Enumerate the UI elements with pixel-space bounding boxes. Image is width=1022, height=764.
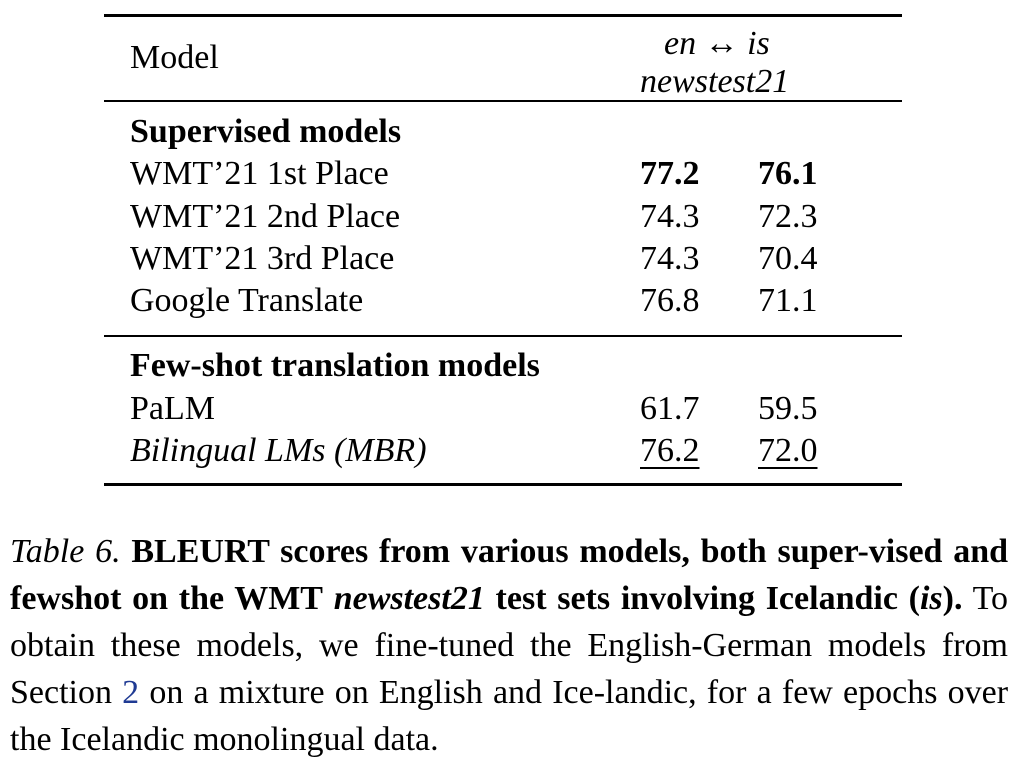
caption-text-1: To obtain these models, we fine-tuned th… [10,580,1008,711]
row-value-1: 76.2 [640,432,700,469]
row-model: WMT’21 1st Place [130,155,389,192]
caption-bold-italic-1: newstest21 [333,580,485,617]
row-value-1: 76.8 [640,282,700,319]
group-title-supervised: Supervised models [130,113,402,150]
row-value-1: 61.7 [640,390,700,427]
header-model: Model [130,39,219,76]
top-rule [104,14,902,17]
row-value-2: 59.5 [758,390,818,427]
group-title-few-shot: Few-shot translation models [130,347,540,384]
row-value-1: 74.3 [640,198,700,235]
row-model: Google Translate [130,282,364,319]
row-value-2: 70.4 [758,240,818,277]
row-model: Bilingual LMs (MBR) [130,432,427,469]
row-model: WMT’21 2nd Place [130,198,401,235]
row-model: PaLM [130,390,215,427]
caption-bold-1: BLEURT scores from various models, both … [10,533,1009,617]
row-value-2: 72.0 [758,432,818,469]
row-value-1: 77.2 [640,155,700,192]
row-value-2: 72.3 [758,198,818,235]
row-value-2: 76.1 [758,155,818,192]
header-lang-pair: en ↔ is [664,25,770,62]
row-model: WMT’21 3rd Place [130,240,395,277]
caption-bold-italic-2: is [919,580,943,617]
caption-label: Table 6. [10,533,121,570]
row-value-2: 71.1 [758,282,818,319]
header-testset: newstest21 [640,63,790,100]
caption-text-2: on a mixture on English and Ice-landic, … [10,674,1009,758]
table-caption: Table 6. BLEURT scores from various mode… [10,528,1008,763]
section-ref-link[interactable]: 2 [122,674,140,711]
bottom-rule [104,483,902,486]
header-rule [104,100,902,102]
caption-bold-2: test sets involving Icelandic ( [495,580,920,617]
row-value-1: 74.3 [640,240,700,277]
group-rule [104,335,902,337]
caption-bold-3: ). [942,580,963,617]
